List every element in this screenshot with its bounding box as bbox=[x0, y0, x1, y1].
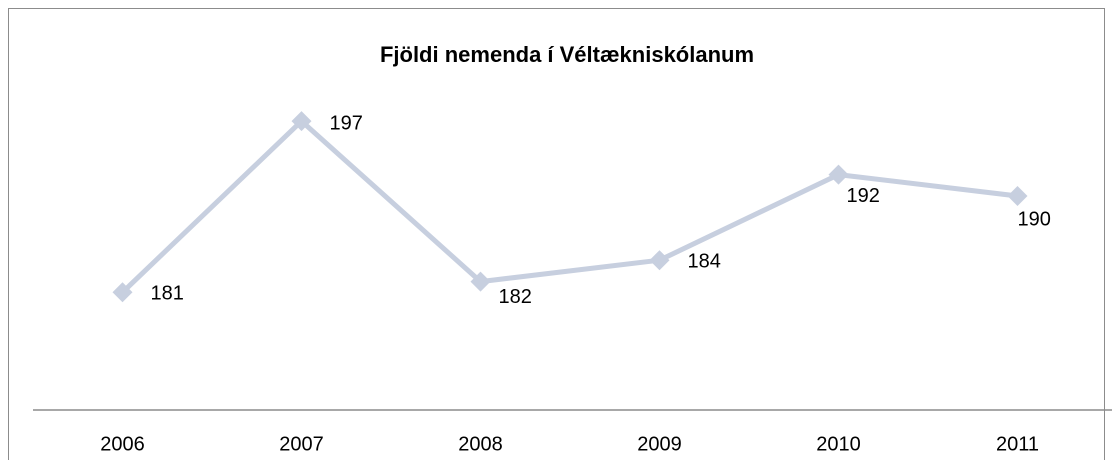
x-tick-label: 2009 bbox=[637, 433, 682, 455]
data-label: 192 bbox=[847, 185, 880, 207]
point-marker bbox=[828, 164, 849, 185]
x-tick-label: 2006 bbox=[100, 433, 145, 455]
x-tick-label: 2008 bbox=[458, 433, 503, 455]
series-line bbox=[120, 118, 1018, 295]
point-marker bbox=[291, 111, 312, 132]
data-label: 197 bbox=[330, 112, 363, 134]
data-label: 184 bbox=[688, 250, 721, 272]
x-tick-label: 2010 bbox=[816, 433, 861, 455]
x-tick-label: 2011 bbox=[996, 433, 1039, 455]
x-tick-label: 2007 bbox=[279, 433, 324, 455]
point-marker bbox=[470, 271, 491, 292]
point-marker bbox=[649, 250, 670, 271]
chart-frame bbox=[8, 8, 1105, 460]
data-label: 182 bbox=[499, 286, 532, 308]
chart-title: Fjöldi nemenda í Véltækniskólanum bbox=[380, 42, 754, 67]
point-marker bbox=[1007, 186, 1028, 206]
data-label: 190 bbox=[1018, 208, 1051, 230]
data-label: 181 bbox=[151, 283, 184, 305]
point-marker bbox=[112, 282, 133, 303]
